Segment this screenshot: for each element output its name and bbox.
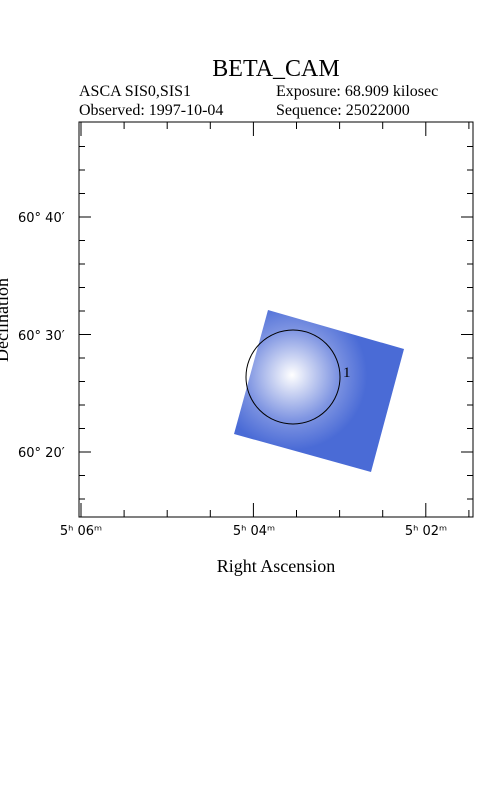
y-tick-label: 60° 40′ (18, 211, 65, 226)
x-tick-label: 5ʰ 02ᵐ (405, 524, 447, 539)
plot-frame (78, 121, 474, 518)
ticks (79, 122, 473, 517)
exposure: Exposure: 68.909 kilosec (276, 83, 438, 100)
y-tick-label: 60° 20′ (18, 446, 65, 461)
source-region (245, 329, 341, 425)
y-axis-label: Declination (0, 278, 12, 362)
exposure-image (234, 310, 404, 472)
sequence: Sequence: 25022000 (276, 102, 410, 119)
title: BETA_CAM (212, 56, 339, 82)
x-axis-label: Right Ascension (217, 556, 336, 576)
region-label: 1 (343, 365, 351, 381)
x-tick-label: 5ʰ 06ᵐ (60, 524, 102, 539)
observed: Observed: 1997-10-04 (79, 102, 223, 119)
y-tick-label: 60° 30′ (18, 329, 65, 344)
x-tick-label: 5ʰ 04ᵐ (233, 524, 275, 539)
instrument: ASCA SIS0,SIS1 (79, 83, 191, 100)
